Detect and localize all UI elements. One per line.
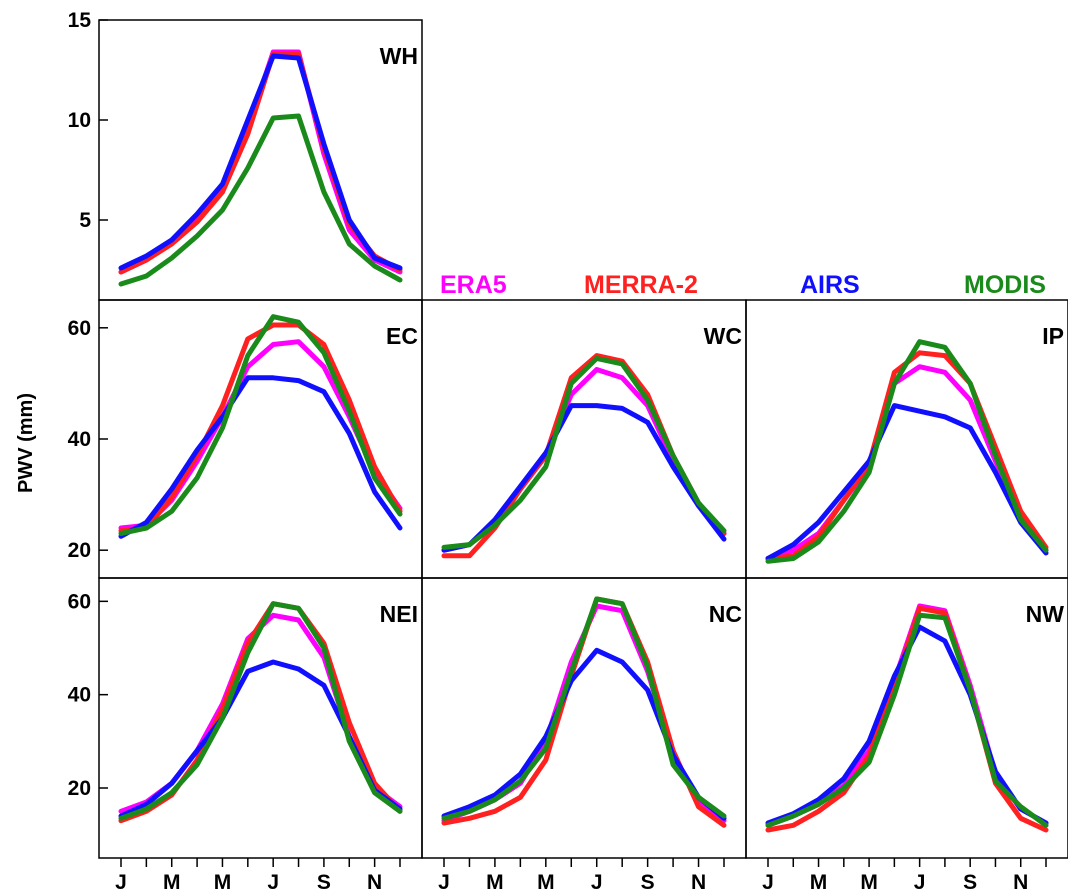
- series-line-modis: [118, 113, 403, 287]
- series-line-airs: [441, 403, 727, 553]
- panel-title: WH: [380, 43, 418, 69]
- y-tick-label: 60: [68, 317, 91, 340]
- legend-modis: MODIS: [964, 271, 1046, 299]
- panels-layer: 5 10 15 WH 20 40 60 EC WC IP 20 40 60 NEI J M M J S N NC J M M J…: [68, 9, 1068, 893]
- x-tick-label: M: [214, 871, 232, 893]
- series-line-modis: [118, 601, 403, 821]
- panel-nc: NC J M M J S N: [421, 577, 747, 893]
- series-line-modis: [441, 596, 727, 821]
- panel-title: NC: [709, 601, 742, 627]
- y-tick-label: 5: [79, 209, 91, 232]
- y-tick-label: 40: [68, 684, 91, 707]
- series-line-era5: [441, 367, 727, 553]
- x-tick-label: S: [317, 871, 331, 893]
- panel-ec: 20 40 60 EC: [68, 299, 423, 579]
- x-tick-label: J: [762, 871, 774, 893]
- x-tick-label: J: [115, 871, 127, 893]
- x-tick-label: M: [163, 871, 181, 893]
- x-tick-label: N: [691, 871, 706, 893]
- legend-era5: ERA5: [440, 271, 507, 299]
- panel-title: IP: [1042, 323, 1064, 349]
- x-tick-label: M: [486, 871, 504, 893]
- panel-nei: 20 40 60 NEI J M M J S N: [68, 577, 423, 893]
- series-line-airs: [441, 647, 727, 821]
- panel-frame: [98, 299, 423, 579]
- x-tick-label: S: [963, 871, 977, 893]
- y-tick-label: 15: [68, 9, 92, 32]
- x-tick-label: N: [1013, 871, 1028, 893]
- series-line-airs: [118, 53, 403, 271]
- x-tick-label: M: [810, 871, 828, 893]
- series-line-modis: [441, 355, 727, 550]
- panel-title: EC: [386, 323, 418, 349]
- legend-airs: AIRS: [800, 271, 860, 299]
- panel-frame: [745, 299, 1068, 579]
- y-tick-label: 20: [68, 539, 91, 562]
- x-tick-label: J: [267, 871, 279, 893]
- panel-wh: 5 10 15 WH: [68, 9, 423, 301]
- panel-frame: [421, 299, 747, 579]
- y-tick-label: 40: [68, 428, 91, 451]
- legend-merra2: MERRA-2: [584, 271, 698, 299]
- x-tick-label: J: [438, 871, 450, 893]
- series-line-airs: [765, 403, 1049, 561]
- x-tick-label: M: [537, 871, 555, 893]
- series-line-merra2: [765, 605, 1049, 833]
- x-tick-label: J: [914, 871, 926, 893]
- panel-title: NW: [1026, 601, 1065, 627]
- y-tick-label: 10: [68, 109, 91, 132]
- panel-ip: IP: [745, 299, 1068, 579]
- series-line-airs: [118, 375, 403, 539]
- series-line-modis: [765, 612, 1049, 828]
- panel-nw: NW J M M J S N: [745, 577, 1068, 893]
- panel-wc: WC: [421, 299, 747, 579]
- y-axis-label: PWV (mm): [15, 393, 37, 493]
- series-line-modis: [765, 339, 1049, 564]
- x-tick-label: J: [591, 871, 603, 893]
- legend: ERA5 MERRA-2 AIRS MODIS: [440, 271, 1046, 299]
- x-tick-label: M: [860, 871, 878, 893]
- panel-title: WC: [704, 323, 742, 349]
- y-tick-label: 60: [68, 590, 91, 613]
- panel-title: NEI: [380, 601, 418, 627]
- x-tick-label: S: [641, 871, 655, 893]
- series-line-modis: [118, 314, 403, 536]
- series-line-era5: [118, 612, 403, 814]
- panel-frame: [745, 577, 1068, 859]
- y-tick-label: 20: [68, 777, 91, 800]
- x-tick-label: N: [367, 871, 382, 893]
